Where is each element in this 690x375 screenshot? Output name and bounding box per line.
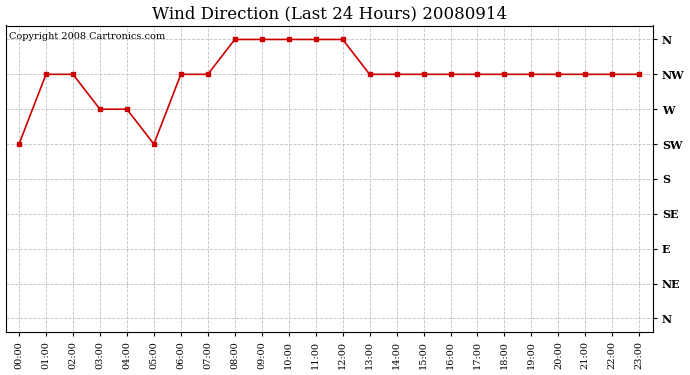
- Text: Copyright 2008 Cartronics.com: Copyright 2008 Cartronics.com: [9, 32, 165, 40]
- Title: Wind Direction (Last 24 Hours) 20080914: Wind Direction (Last 24 Hours) 20080914: [152, 6, 506, 22]
